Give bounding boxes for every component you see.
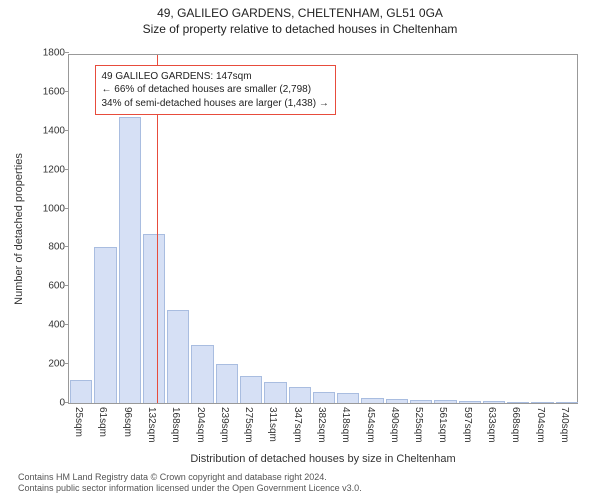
- y-tick-label: 0: [59, 398, 65, 409]
- x-tick-label: 418sqm: [340, 407, 351, 443]
- histogram-bar: [94, 247, 116, 403]
- attribution-line1: Contains HM Land Registry data © Crown c…: [18, 472, 362, 483]
- y-tick-label: 1200: [43, 164, 65, 175]
- histogram-bar: [240, 376, 262, 403]
- x-tick-label: 561sqm: [437, 407, 448, 443]
- histogram-bar: [70, 380, 92, 403]
- y-tick-label: 600: [48, 281, 65, 292]
- histogram-bar: [507, 402, 529, 403]
- histogram-bar: [289, 387, 311, 403]
- histogram-bar: [434, 400, 456, 403]
- y-tick-label: 1000: [43, 203, 65, 214]
- x-tick-label: 204sqm: [195, 407, 206, 443]
- histogram-bar: [337, 393, 359, 403]
- x-tick-label: 668sqm: [510, 407, 521, 443]
- x-tick-label: 275sqm: [243, 407, 254, 443]
- x-tick-label: 25sqm: [73, 407, 84, 437]
- histogram-bar: [361, 398, 383, 403]
- histogram-bar: [119, 117, 141, 403]
- x-tick-label: 704sqm: [535, 407, 546, 443]
- x-tick-label: 61sqm: [97, 407, 108, 437]
- x-tick-label: 347sqm: [292, 407, 303, 443]
- histogram-bar: [264, 382, 286, 403]
- histogram-bar: [483, 401, 505, 403]
- title-block: 49, GALILEO GARDENS, CHELTENHAM, GL51 0G…: [0, 0, 600, 36]
- x-tick-label: 490sqm: [389, 407, 400, 443]
- x-tick-label: 633sqm: [486, 407, 497, 443]
- y-tick-label: 1400: [43, 125, 65, 136]
- histogram-bar: [167, 310, 189, 403]
- attribution-line2: Contains public sector information licen…: [18, 483, 362, 494]
- x-tick-label: 311sqm: [267, 407, 278, 442]
- histogram-bar: [410, 400, 432, 403]
- x-tick-label: 525sqm: [413, 407, 424, 443]
- annotation-line: 49 GALILEO GARDENS: 147sqm: [102, 70, 329, 84]
- histogram-bar: [191, 345, 213, 403]
- attribution-block: Contains HM Land Registry data © Crown c…: [18, 472, 362, 495]
- y-axis-label: Number of detached properties: [13, 153, 25, 305]
- y-tick-label: 1600: [43, 86, 65, 97]
- annotation-line: ← 66% of detached houses are smaller (2,…: [102, 83, 329, 97]
- x-tick-label: 454sqm: [365, 407, 376, 443]
- histogram-bar: [459, 401, 481, 403]
- y-tick-label: 800: [48, 242, 65, 253]
- histogram-bar: [313, 392, 335, 403]
- histogram-bar: [556, 402, 578, 403]
- histogram-plot: Number of detached properties Distributi…: [68, 54, 578, 404]
- y-tick-label: 200: [48, 359, 65, 370]
- x-tick-label: 597sqm: [462, 407, 473, 443]
- title-line1: 49, GALILEO GARDENS, CHELTENHAM, GL51 0G…: [0, 6, 600, 20]
- x-tick-label: 740sqm: [559, 407, 570, 443]
- title-line2: Size of property relative to detached ho…: [0, 22, 600, 36]
- y-tick-label: 1800: [43, 48, 65, 59]
- x-axis-label: Distribution of detached houses by size …: [190, 453, 455, 465]
- x-tick-label: 382sqm: [316, 407, 327, 443]
- annotation-box: 49 GALILEO GARDENS: 147sqm← 66% of detac…: [95, 65, 336, 116]
- histogram-bar: [143, 234, 165, 403]
- histogram-bar: [386, 399, 408, 403]
- x-tick-label: 168sqm: [170, 407, 181, 443]
- histogram-bar: [216, 364, 238, 403]
- x-tick-label: 239sqm: [219, 407, 230, 443]
- annotation-line: 34% of semi-detached houses are larger (…: [102, 97, 329, 111]
- x-tick-label: 132sqm: [146, 407, 157, 443]
- y-tick-label: 400: [48, 320, 65, 331]
- x-tick-label: 96sqm: [122, 407, 133, 437]
- histogram-bar: [531, 402, 553, 403]
